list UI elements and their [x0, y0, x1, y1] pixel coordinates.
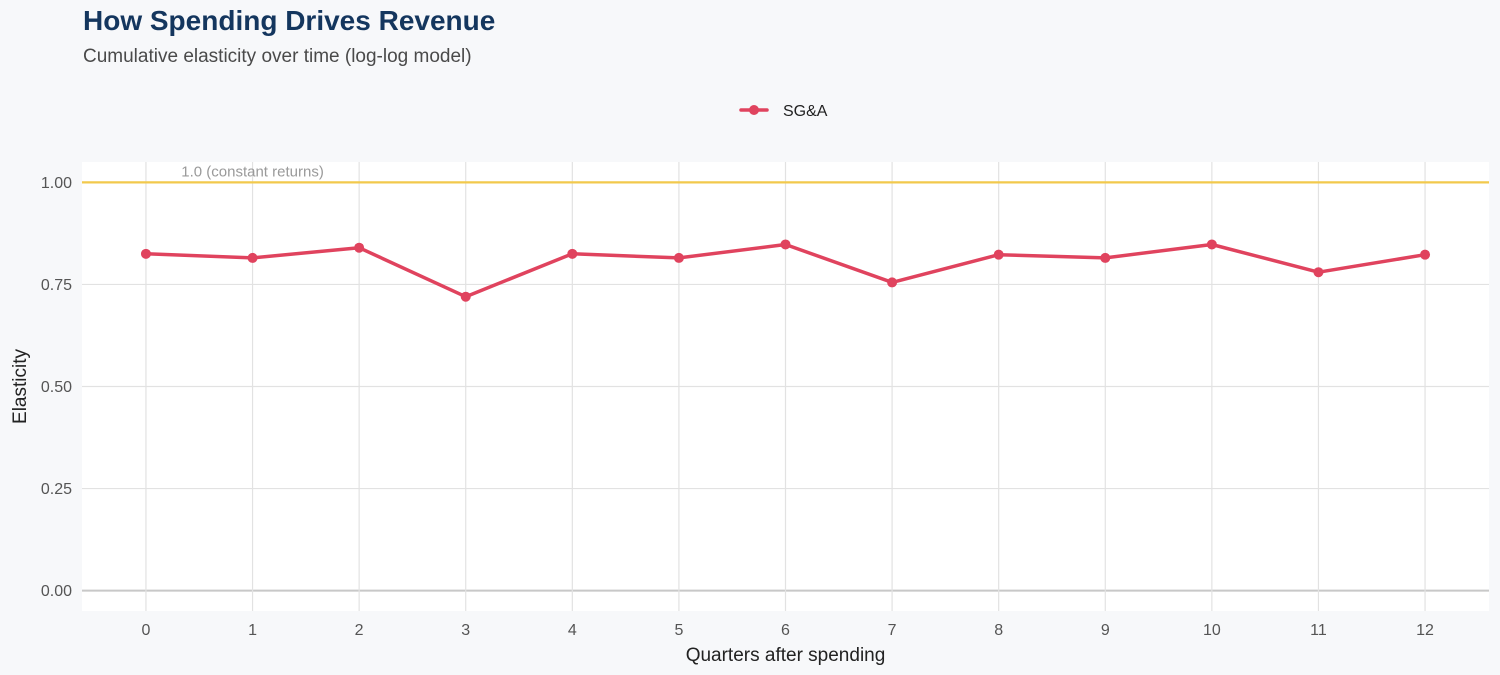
- data-point: [1100, 252, 1111, 263]
- data-point: [1313, 267, 1324, 278]
- x-tick-label: 6: [781, 622, 790, 639]
- y-tick-label: 0.25: [41, 481, 72, 498]
- x-tick-label: 7: [888, 622, 897, 639]
- data-point: [780, 239, 791, 250]
- legend: SG&A: [739, 103, 828, 120]
- data-point: [247, 252, 258, 263]
- data-point: [673, 252, 684, 263]
- data-point: [140, 248, 151, 259]
- reference-line-label: 1.0 (constant returns): [181, 163, 324, 180]
- data-point: [567, 248, 578, 259]
- y-axis-title: Elasticity: [10, 349, 31, 424]
- data-point: [1206, 239, 1217, 250]
- data-point: [993, 249, 1004, 260]
- x-tick-label: 11: [1310, 622, 1327, 639]
- x-tick-label: 9: [1101, 622, 1110, 639]
- x-axis-title: Quarters after spending: [686, 645, 886, 666]
- data-point: [887, 277, 898, 288]
- y-tick-label: 0.75: [41, 277, 72, 294]
- x-tick-label: 8: [994, 622, 1003, 639]
- data-point: [1420, 249, 1431, 260]
- legend-swatch-point: [749, 105, 759, 115]
- x-tick-label: 10: [1203, 622, 1221, 639]
- y-tick-label: 0.00: [41, 583, 72, 600]
- x-tick-label: 0: [142, 622, 151, 639]
- data-point: [354, 242, 365, 253]
- chart-subtitle: Cumulative elasticity over time (log-log…: [83, 46, 472, 67]
- y-tick-label: 0.50: [41, 379, 72, 396]
- legend-label: SG&A: [783, 103, 828, 120]
- y-tick-label: 1.00: [41, 175, 72, 192]
- x-tick-label: 5: [674, 622, 683, 639]
- chart-title: How Spending Drives Revenue: [83, 5, 496, 36]
- data-point: [460, 291, 471, 302]
- x-tick-label: 4: [568, 622, 577, 639]
- x-tick-label: 3: [461, 622, 470, 639]
- x-tick-label: 1: [248, 622, 257, 639]
- x-tick-label: 2: [355, 622, 364, 639]
- x-tick-label: 12: [1416, 622, 1434, 639]
